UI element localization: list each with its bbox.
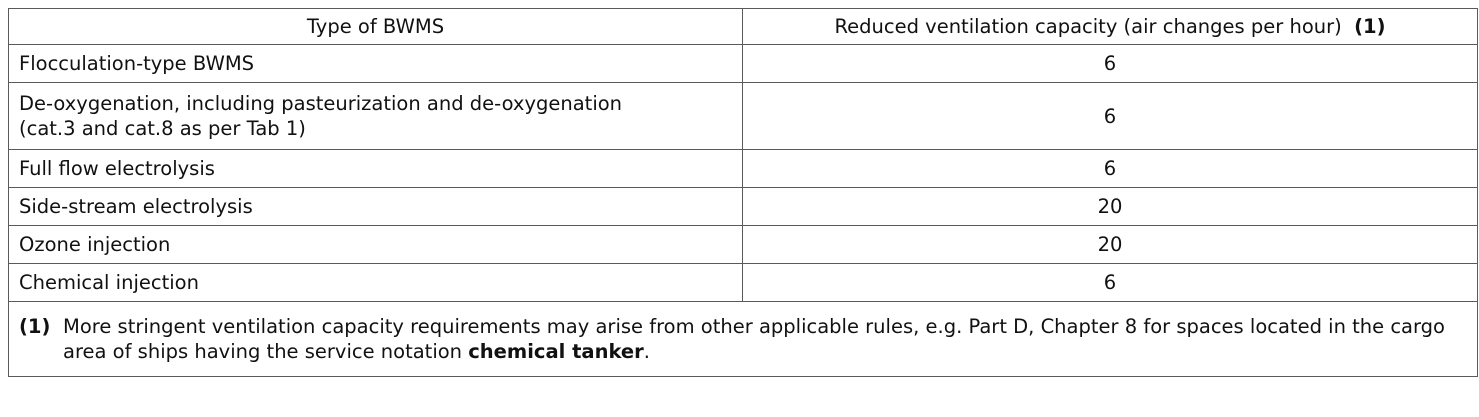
cell-value: 6: [742, 44, 1478, 83]
ventilation-table-container: Type of BWMS Reduced ventilation capacit…: [8, 8, 1478, 377]
footnote-cell: (1) More stringent ventilation capacity …: [8, 301, 1478, 377]
cell-value: 20: [742, 225, 1478, 264]
table-row: Full flow electrolysis 6: [8, 149, 1478, 188]
table-row: De-oxygenation, including pasteurization…: [8, 82, 1478, 150]
cell-value: 6: [742, 263, 1478, 302]
footnote-text-end: .: [643, 340, 650, 363]
cell-value: 20: [742, 187, 1478, 226]
table-row: Flocculation-type BWMS 6: [8, 44, 1478, 83]
ventilation-capacity-table: Type of BWMS Reduced ventilation capacit…: [8, 8, 1478, 377]
table-row: Ozone injection 20: [8, 225, 1478, 264]
footnote-mark: (1): [19, 315, 51, 338]
cell-value: 6: [742, 149, 1478, 188]
cell-value: 6: [742, 82, 1478, 150]
cell-type: De-oxygenation, including pasteurization…: [8, 82, 743, 150]
cell-type: Full flow electrolysis: [8, 149, 743, 188]
footnote-text: More stringent ventilation capacity requ…: [63, 314, 1467, 364]
cell-type: Chemical injection: [8, 263, 743, 302]
table-row: Side-stream electrolysis 20: [8, 187, 1478, 226]
table-row: Chemical injection 6: [8, 263, 1478, 302]
cell-type: Side-stream electrolysis: [8, 187, 743, 226]
header-col1-text: Type of BWMS: [306, 15, 445, 38]
cell-type: Flocculation-type BWMS: [8, 44, 743, 83]
cell-type: Ozone injection: [8, 225, 743, 264]
footnote-text-main: More stringent ventilation capacity requ…: [63, 315, 1445, 363]
table-header-row: Type of BWMS Reduced ventilation capacit…: [8, 8, 1478, 45]
cell-type-line1: De-oxygenation, including pasteurization…: [19, 92, 623, 115]
header-col2-text: Reduced ventilation capacity (air change…: [834, 15, 1342, 38]
header-note-ref: (1): [1354, 15, 1386, 38]
header-type-of-bwms: Type of BWMS: [8, 8, 743, 45]
footnote-bold-term: chemical tanker: [468, 340, 644, 363]
header-reduced-ventilation: Reduced ventilation capacity (air change…: [742, 8, 1478, 45]
cell-type-line2: (cat.3 and cat.8 as per Tab 1): [19, 117, 306, 140]
footnote: (1) More stringent ventilation capacity …: [19, 314, 1467, 364]
footnote-row: (1) More stringent ventilation capacity …: [8, 301, 1478, 377]
